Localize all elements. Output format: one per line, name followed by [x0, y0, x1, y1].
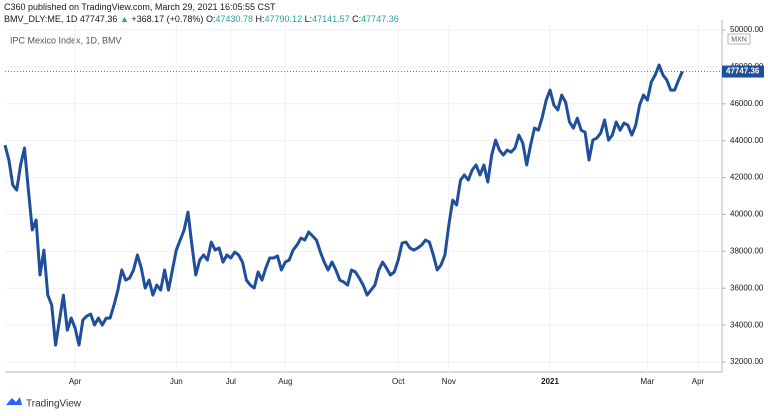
y-tick-label: 40000.00	[730, 210, 764, 219]
price-line	[3, 63, 684, 347]
change: +368.17 (+0.78%)	[131, 14, 204, 24]
close: 47747.36	[361, 14, 399, 24]
last-price: 47747.36	[79, 14, 118, 24]
y-tick-label: 34000.00	[730, 320, 764, 329]
y-tick-label: 38000.00	[730, 246, 764, 255]
price-tag-label: 47747.36	[726, 67, 760, 76]
y-tick-label: 46000.00	[730, 99, 764, 108]
y-tick-label: 36000.00	[730, 283, 764, 292]
y-tick-label: 50000.00	[730, 25, 764, 34]
high-key: H:	[255, 14, 265, 24]
x-tick-label: 2021	[541, 377, 559, 386]
published-line: C360 published on TradingView.com, March…	[4, 2, 276, 12]
price-tag	[722, 65, 764, 78]
low-key: L:	[304, 14, 313, 24]
change-arrow: ▲	[119, 14, 129, 24]
x-tick-label: Apr	[69, 377, 82, 386]
brand-logo	[6, 397, 22, 405]
high: 47790.12	[264, 14, 303, 24]
open: 47430.78	[215, 14, 254, 24]
currency-label: MXN	[731, 36, 747, 43]
legend-label: IPC Mexico Index, 1D, BMV	[10, 35, 122, 45]
x-tick-label: Jun	[170, 377, 183, 386]
currency-box	[727, 33, 751, 45]
open-key: O:	[205, 14, 216, 24]
y-tick-label: 44000.00	[730, 136, 764, 145]
ohlc-line: BMV_DLY:ME, 1D 47747.36 ▲ +368.17 (+0.78…	[4, 14, 399, 24]
x-tick-label: Mar	[640, 377, 654, 386]
x-tick-label: Nov	[442, 377, 456, 386]
y-tick-label: 42000.00	[730, 173, 764, 182]
x-tick-label: Aug	[278, 377, 292, 386]
x-tick-label: Apr	[692, 377, 705, 386]
y-tick-label: 32000.00	[730, 357, 764, 366]
low: 47141.57	[312, 14, 350, 24]
footer-brand: TradingView	[26, 399, 82, 410]
x-tick-label: Jul	[226, 377, 236, 386]
x-tick-label: Oct	[392, 377, 405, 386]
symbol: BMV_DLY:ME, 1D	[4, 14, 78, 24]
close-key: C:	[352, 14, 362, 24]
